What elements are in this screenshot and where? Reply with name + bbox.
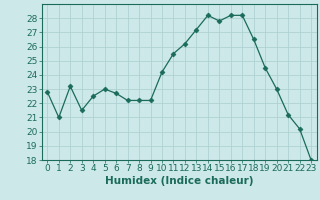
X-axis label: Humidex (Indice chaleur): Humidex (Indice chaleur): [105, 176, 253, 186]
